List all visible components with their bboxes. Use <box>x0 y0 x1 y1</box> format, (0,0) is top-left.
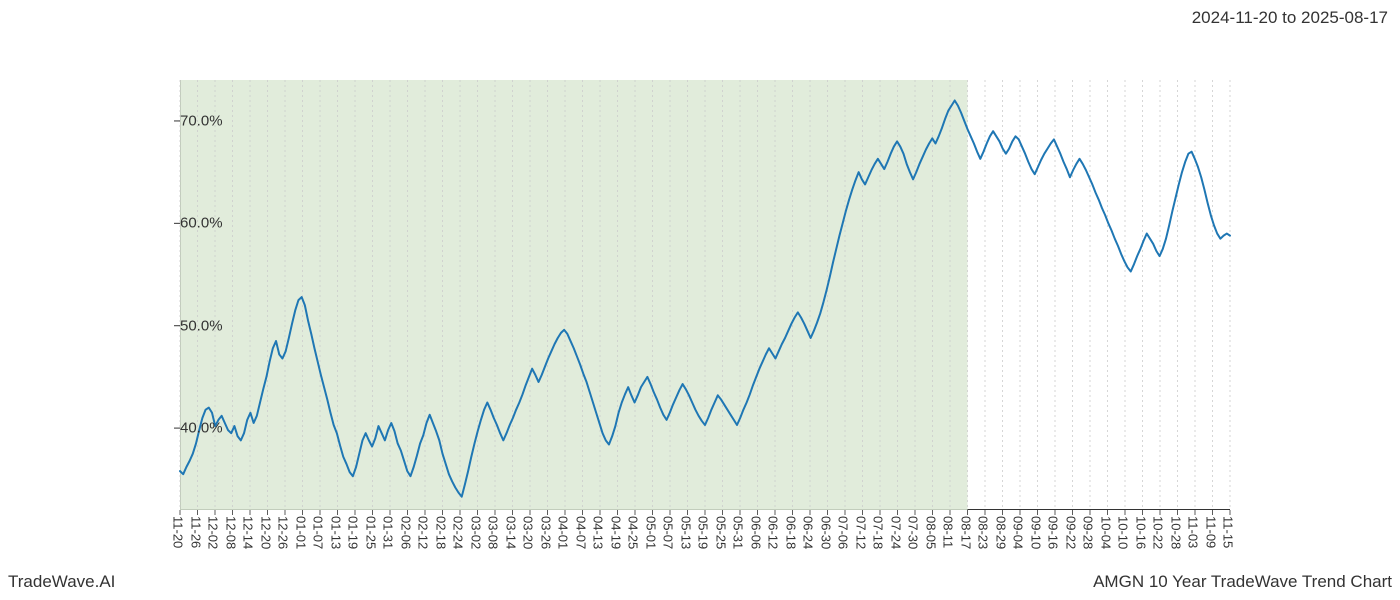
x-tick-label: 06-18 <box>783 516 802 549</box>
x-tick-label: 12-08 <box>223 516 242 549</box>
x-tick-label: 05-31 <box>731 516 750 549</box>
x-tick-label: 02-12 <box>416 516 435 549</box>
y-tick-label: 70.0% <box>180 112 188 129</box>
x-tick-label: 08-29 <box>993 516 1012 549</box>
x-tick-label: 11-09 <box>1203 516 1222 548</box>
x-tick-label: 05-19 <box>696 516 715 549</box>
x-tick-label: 04-13 <box>591 516 610 549</box>
x-tick-label: 07-24 <box>888 516 907 549</box>
x-tick-label: 09-22 <box>1063 516 1082 549</box>
x-tick-label: 03-26 <box>538 516 557 549</box>
x-tick-label: 10-22 <box>1151 516 1170 549</box>
x-tick-label: 11-20 <box>171 516 190 548</box>
x-tick-label: 04-07 <box>573 516 592 549</box>
x-tick-label: 05-13 <box>678 516 697 549</box>
x-tick-label: 09-16 <box>1046 516 1065 549</box>
y-tick-label: 50.0% <box>180 317 188 334</box>
x-tick-label: 03-14 <box>503 516 522 549</box>
x-tick-label: 09-28 <box>1081 516 1100 549</box>
x-tick-label: 10-04 <box>1098 516 1117 549</box>
y-tick-label: 40.0% <box>180 420 188 437</box>
x-tick-label: 06-24 <box>801 516 820 549</box>
x-tick-label: 10-16 <box>1133 516 1152 549</box>
x-tick-label: 01-07 <box>311 516 330 549</box>
x-tick-label: 07-06 <box>836 516 855 549</box>
x-tick-label: 07-30 <box>906 516 925 549</box>
x-tick-label: 12-20 <box>258 516 277 549</box>
x-tick-label: 12-02 <box>206 516 225 549</box>
x-tick-label: 08-05 <box>923 516 942 549</box>
x-tick-label: 11-15 <box>1221 516 1240 548</box>
y-tick-label: 60.0% <box>180 215 188 232</box>
x-tick-label: 08-11 <box>941 516 960 548</box>
x-tick-label: 05-07 <box>661 516 680 549</box>
x-tick-label: 01-31 <box>381 516 400 549</box>
x-tick-label: 01-13 <box>328 516 347 549</box>
x-tick-label: 11-03 <box>1186 516 1205 548</box>
x-tick-label: 08-23 <box>976 516 995 549</box>
x-tick-label: 12-14 <box>241 516 260 549</box>
x-tick-label: 04-01 <box>556 516 575 549</box>
x-tick-label: 11-26 <box>188 516 207 548</box>
x-tick-label: 09-04 <box>1011 516 1030 549</box>
footer-title: AMGN 10 Year TradeWave Trend Chart <box>1093 572 1392 592</box>
x-tick-label: 07-18 <box>871 516 890 549</box>
x-tick-label: 07-12 <box>853 516 872 549</box>
x-tick-label: 06-06 <box>748 516 767 549</box>
x-tick-label: 08-17 <box>958 516 977 549</box>
x-tick-label: 04-19 <box>608 516 627 549</box>
x-tick-label: 02-06 <box>398 516 417 549</box>
x-tick-label: 05-25 <box>713 516 732 549</box>
x-tick-label: 01-01 <box>293 516 312 549</box>
chart-area: 40.0%50.0%60.0%70.0% 11-2011-2612-0212-0… <box>0 40 1400 530</box>
x-tick-label: 06-12 <box>766 516 785 549</box>
x-tick-label: 03-02 <box>468 516 487 549</box>
x-tick-label: 04-25 <box>626 516 645 549</box>
x-tick-label: 01-25 <box>363 516 382 549</box>
x-tick-label: 12-26 <box>276 516 295 549</box>
x-tick-label: 10-10 <box>1116 516 1135 549</box>
footer-brand: TradeWave.AI <box>8 572 115 592</box>
date-range-label: 2024-11-20 to 2025-08-17 <box>1192 8 1388 28</box>
x-tick-label: 02-24 <box>451 516 470 549</box>
x-tick-label: 09-10 <box>1028 516 1047 549</box>
x-tick-label: 03-08 <box>486 516 505 549</box>
x-tick-label: 06-30 <box>818 516 837 549</box>
x-tick-label: 10-28 <box>1168 516 1187 549</box>
x-tick-label: 02-18 <box>433 516 452 549</box>
x-tick-label: 01-19 <box>346 516 365 549</box>
x-tick-label: 03-20 <box>521 516 540 549</box>
x-tick-label: 05-01 <box>643 516 662 549</box>
